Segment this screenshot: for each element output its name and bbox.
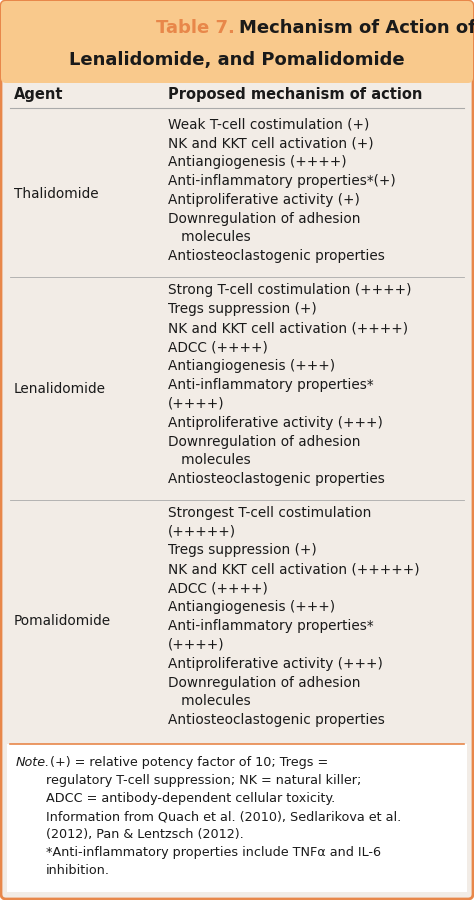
Text: Antiproliferative activity (+): Antiproliferative activity (+) [168,194,360,207]
FancyBboxPatch shape [1,1,473,83]
Text: Tregs suppression (+): Tregs suppression (+) [168,544,317,557]
Text: NK and KKT cell activation (++++): NK and KKT cell activation (++++) [168,321,408,336]
Text: molecules: molecules [168,230,251,245]
Text: Antiproliferative activity (+++): Antiproliferative activity (+++) [168,416,383,429]
Text: Downregulation of adhesion: Downregulation of adhesion [168,435,361,449]
Text: Tregs suppression (+): Tregs suppression (+) [168,302,317,316]
Text: Proposed mechanism of action: Proposed mechanism of action [168,86,422,102]
Text: NK and KKT cell activation (+++++): NK and KKT cell activation (+++++) [168,562,419,576]
Text: Note.: Note. [16,756,50,769]
Text: Anti-inflammatory properties*(+): Anti-inflammatory properties*(+) [168,175,396,188]
Text: Anti-inflammatory properties*: Anti-inflammatory properties* [168,619,374,634]
Text: Mechanism of Action of Thalidomide,: Mechanism of Action of Thalidomide, [239,19,474,37]
Bar [7,42,467,78]
Text: Antiosteoclastogenic properties: Antiosteoclastogenic properties [168,472,385,486]
Text: Thalidomide: Thalidomide [14,187,99,201]
Text: Pomalidomide: Pomalidomide [14,614,111,627]
Text: Strong T-cell costimulation (++++): Strong T-cell costimulation (++++) [168,284,411,297]
Text: (++++): (++++) [168,397,225,410]
Text: Antiangiogenesis (+++): Antiangiogenesis (+++) [168,600,335,615]
Text: molecules: molecules [168,453,251,467]
Text: Strongest T-cell costimulation: Strongest T-cell costimulation [168,506,371,520]
Text: (+) = relative potency factor of 10; Tregs =
regulatory T-cell suppression; NK =: (+) = relative potency factor of 10; Tre… [46,756,401,877]
Text: Downregulation of adhesion: Downregulation of adhesion [168,676,361,689]
Text: molecules: molecules [168,694,251,707]
Text: (+++++): (+++++) [168,524,236,538]
Text: ADCC (++++): ADCC (++++) [168,581,268,595]
Text: Lenalidomide, and Pomalidomide: Lenalidomide, and Pomalidomide [69,51,405,69]
Text: Antiosteoclastogenic properties: Antiosteoclastogenic properties [168,249,385,264]
Text: Antiosteoclastogenic properties: Antiosteoclastogenic properties [168,713,385,727]
Text: Table 7.: Table 7. [156,19,235,37]
Text: Anti-inflammatory properties*: Anti-inflammatory properties* [168,379,374,392]
Text: NK and KKT cell activation (+): NK and KKT cell activation (+) [168,136,374,150]
Bar [7,744,467,892]
Text: Downregulation of adhesion: Downregulation of adhesion [168,212,361,226]
Text: (++++): (++++) [168,637,225,652]
Text: Antiangiogenesis (+++): Antiangiogenesis (+++) [168,359,335,374]
Text: Antiproliferative activity (+++): Antiproliferative activity (+++) [168,657,383,670]
Text: ADCC (++++): ADCC (++++) [168,340,268,355]
Text: Antiangiogenesis (++++): Antiangiogenesis (++++) [168,155,346,169]
Text: Agent: Agent [14,86,64,102]
Text: Weak T-cell costimulation (+): Weak T-cell costimulation (+) [168,117,369,131]
Text: Lenalidomide: Lenalidomide [14,382,106,396]
